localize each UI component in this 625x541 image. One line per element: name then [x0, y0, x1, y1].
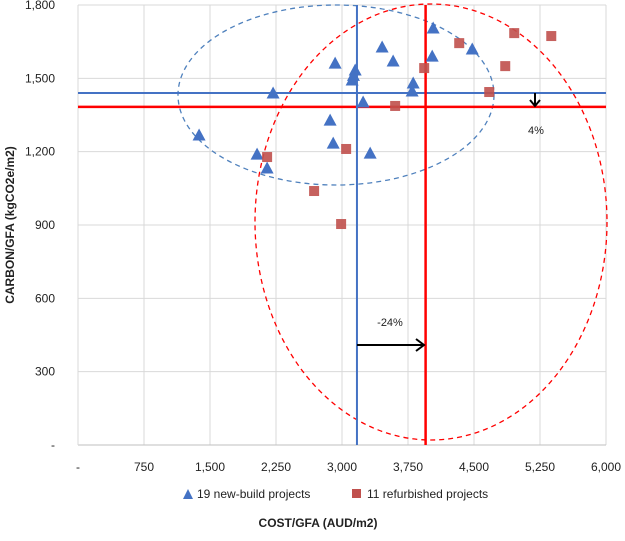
y-axis-title: CARBON/GFA (kgCO2e/m2) — [3, 146, 17, 304]
new-build-point — [426, 21, 440, 34]
data-points — [192, 21, 557, 230]
refurbished-point — [336, 219, 347, 230]
cluster-ellipses — [177, 3, 608, 441]
carbon-diff-annotation: 4% — [528, 93, 544, 137]
x-tick-label: 3,750 — [393, 460, 423, 474]
y-tick-label: 1,200 — [25, 145, 55, 159]
x-tick-label: 4,500 — [459, 460, 489, 474]
new-build-point — [266, 86, 280, 99]
new-build-point — [348, 63, 362, 76]
tick-labels: - 750 1,500 2,250 3,000 3,750 4,500 5,250 6,000 -… — [25, 0, 621, 474]
refurbished-point — [454, 38, 465, 49]
new-build-point — [356, 95, 370, 108]
x-tick-label: 2,250 — [261, 460, 291, 474]
x-tick-label: 6,000 — [591, 460, 621, 474]
refurbished-point — [419, 63, 430, 74]
new-build-point — [363, 146, 377, 159]
new-build-point — [425, 49, 439, 62]
legend-square-icon — [352, 489, 361, 498]
new-build-point — [250, 147, 264, 160]
new-build-point — [386, 54, 400, 67]
x-tick-label: 5,250 — [525, 460, 555, 474]
new-build-point — [192, 128, 206, 141]
y-tick-label: 900 — [35, 218, 55, 232]
y-tick-label: 600 — [35, 291, 55, 305]
new-build-point — [406, 76, 420, 89]
legend-new-build: 19 new-build projects — [197, 487, 310, 501]
x-tick-label: 1,500 — [195, 460, 225, 474]
new-build-point — [375, 40, 389, 53]
new-build-point — [323, 113, 337, 126]
refurbished-point — [484, 87, 495, 98]
cost-diff-arrowhead — [415, 338, 426, 352]
new-build-point — [405, 84, 419, 97]
legend: 19 new-build projects 11 refurbished pro… — [183, 487, 488, 501]
cost-diff-annotation: -24% — [357, 317, 426, 352]
refurbished-point — [341, 143, 352, 154]
x-axis-title: COST/GFA (AUD/m2) — [259, 516, 378, 530]
y-tick-label: - — [51, 438, 55, 452]
refurb-ellipse — [254, 3, 608, 441]
refurbished-point — [262, 152, 273, 163]
refurbished-point — [390, 100, 401, 111]
y-tick-label: 1,800 — [25, 0, 55, 12]
new-build-point — [326, 136, 340, 149]
y-tick-label: 300 — [35, 365, 55, 379]
y-tick-label: 1,500 — [25, 71, 55, 85]
legend-triangle-icon — [183, 489, 193, 499]
x-tick-label: 3,000 — [327, 460, 357, 474]
new-build-point — [260, 161, 274, 174]
refurbished-point — [309, 186, 320, 197]
cost-diff-label: -24% — [377, 317, 403, 329]
refurbished-point — [500, 61, 511, 72]
carbon-diff-arrowhead — [529, 99, 541, 108]
refurbished-point — [509, 28, 520, 39]
carbon-diff-label: 4% — [528, 125, 544, 137]
refurbished-point — [546, 31, 557, 42]
new-build-ellipse — [177, 4, 495, 186]
legend-refurbished: 11 refurbished projects — [367, 487, 488, 501]
x-tick-label: 750 — [134, 460, 154, 474]
x-tick-label: - — [76, 460, 80, 474]
new-build-point — [465, 42, 479, 55]
new-build-point — [328, 56, 342, 69]
